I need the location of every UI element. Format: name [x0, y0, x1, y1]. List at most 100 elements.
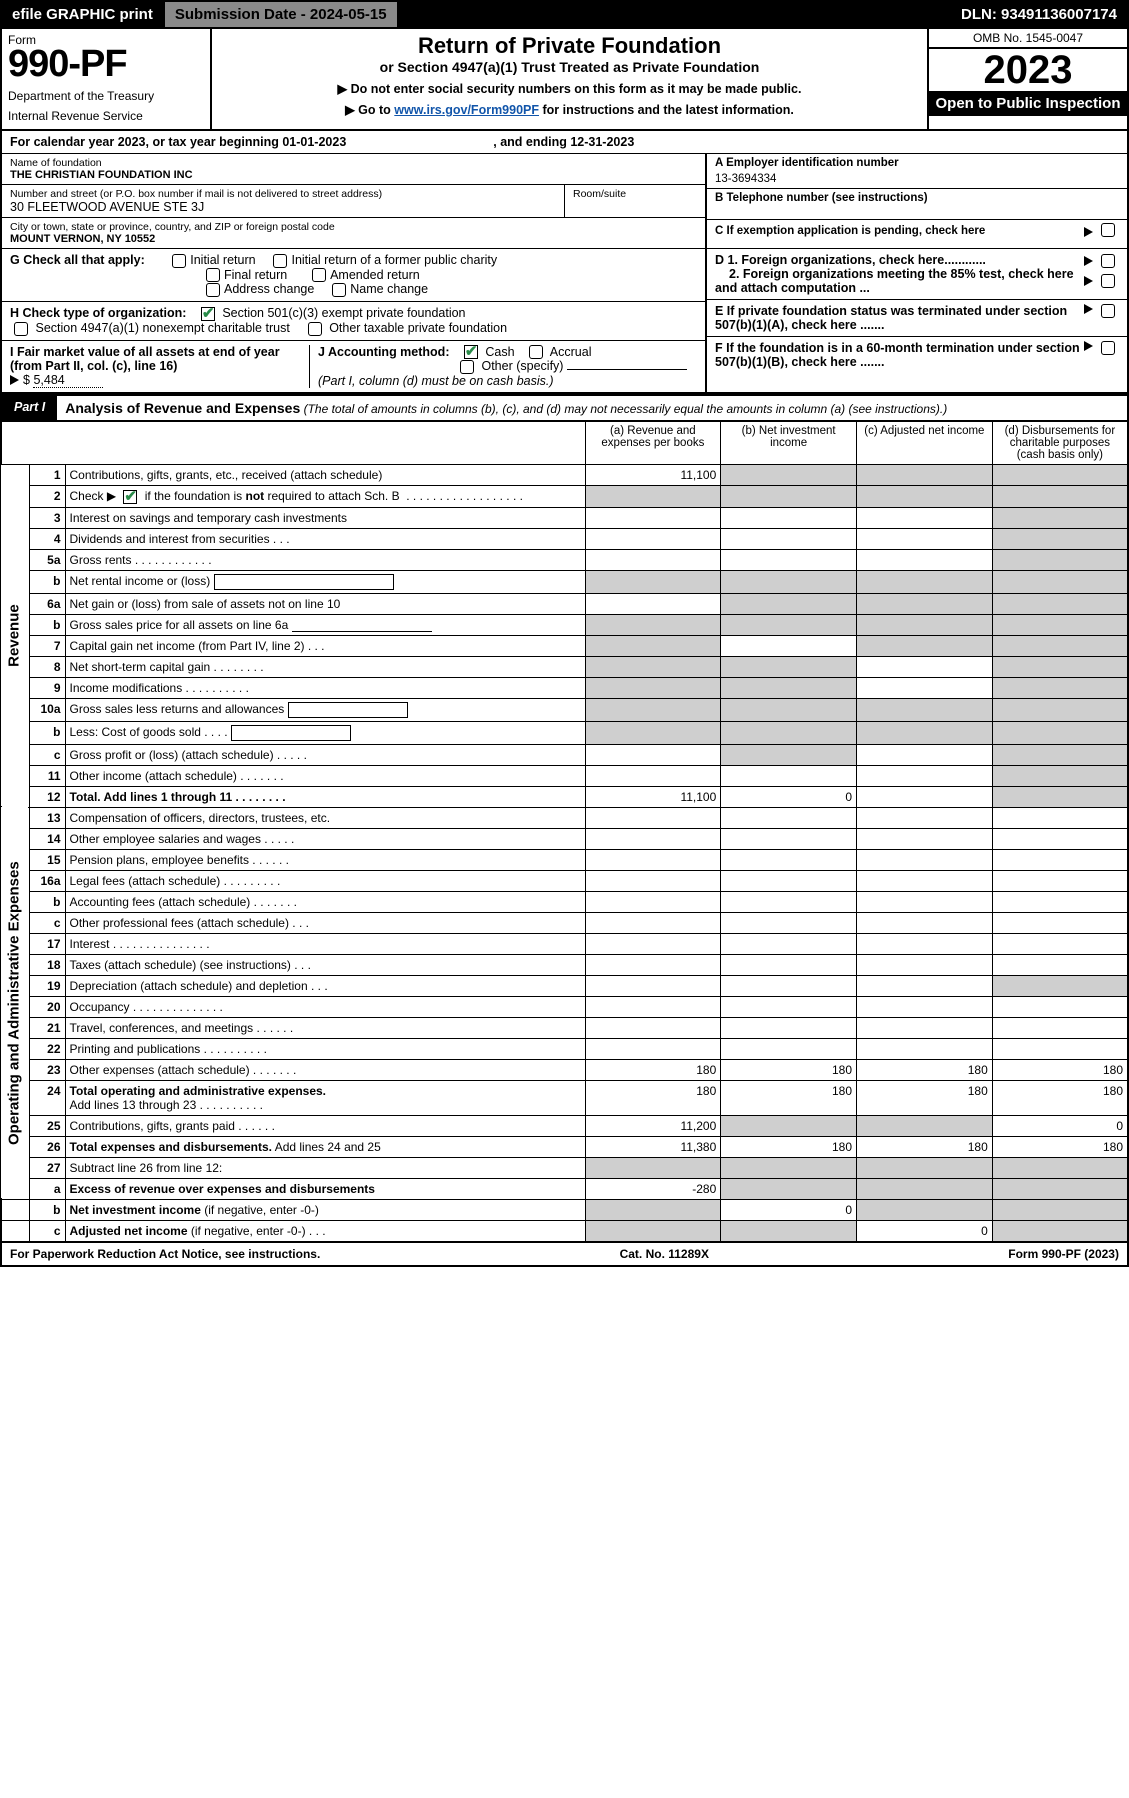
B-label: B Telephone number (see instructions) [715, 192, 1119, 204]
D1-checkbox[interactable] [1101, 254, 1115, 268]
r27c-c: 0 [857, 1220, 993, 1242]
H-opt2: Section 4947(a)(1) nonexempt charitable … [35, 321, 289, 335]
r13-n: 13 [29, 807, 65, 828]
footer-mid: Cat. No. 11289X [620, 1247, 709, 1261]
G-final[interactable] [206, 268, 220, 282]
r8-d: Net short-term capital gain . . . . . . … [65, 656, 585, 677]
G-opt-3: Amended return [330, 268, 420, 282]
G-opt-0: Initial return [190, 253, 255, 267]
H-label: H Check type of organization: [10, 306, 186, 320]
part1-title: Analysis of Revenue and Expenses (The to… [57, 396, 955, 420]
city-row: City or town, state or province, country… [2, 218, 705, 248]
analysis-table: (a) Revenue and expenses per books (b) N… [0, 420, 1129, 1243]
r25-d: 0 [992, 1115, 1128, 1136]
H-501c3-checkbox[interactable] [201, 307, 215, 321]
dept-treasury: Department of the Treasury [8, 89, 204, 103]
r16b-n: b [29, 891, 65, 912]
r12-b: 0 [721, 786, 857, 807]
r2-dots: . . . . . . . . . . . . . . . . . . [406, 489, 523, 503]
part1-tab: Part I [2, 396, 57, 420]
arrow-icon [1084, 227, 1093, 237]
H-other-checkbox[interactable] [308, 322, 322, 336]
r24-d: Total operating and administrative expen… [65, 1080, 585, 1115]
A-value: 13-3694334 [715, 173, 1119, 185]
r7-d: Capital gain net income (from Part IV, l… [65, 635, 585, 656]
ein-row: A Employer identification number 13-3694… [707, 154, 1127, 189]
r5b-d: Net rental income or (loss) [65, 570, 585, 593]
J-note: (Part I, column (d) must be on cash basi… [318, 374, 554, 388]
G-address[interactable] [206, 283, 220, 297]
D2-arrow-icon [1084, 276, 1093, 286]
E-checkbox[interactable] [1101, 304, 1115, 318]
col-b-head: (b) Net investment income [721, 421, 857, 465]
r25-d: Contributions, gifts, grants paid . . . … [65, 1115, 585, 1136]
r12-d: Total. Add lines 1 through 11 . . . . . … [65, 786, 585, 807]
efile-label: efile GRAPHIC print [2, 2, 163, 27]
J-label: J Accounting method: [318, 345, 449, 359]
foundation-name: THE CHRISTIAN FOUNDATION INC [10, 169, 697, 181]
r4-d: Dividends and interest from securities .… [65, 528, 585, 549]
r9-d: Income modifications . . . . . . . . . . [65, 677, 585, 698]
J-opt2: Accrual [550, 345, 592, 359]
header-center: Return of Private Foundation or Section … [212, 29, 927, 129]
G-initial[interactable] [172, 254, 186, 268]
header-left: Form 990-PF Department of the Treasury I… [2, 29, 212, 129]
r2-checkbox[interactable] [123, 490, 137, 504]
r16c-n: c [29, 912, 65, 933]
J-opt3: Other (specify) [481, 359, 563, 373]
r26-n: 26 [29, 1136, 65, 1157]
r14-d: Other employee salaries and wages . . . … [65, 828, 585, 849]
H-4947-checkbox[interactable] [14, 322, 28, 336]
col-d-head: (d) Disbursements for charitable purpose… [992, 421, 1128, 465]
G-opt-5: Name change [350, 282, 428, 296]
r24-a: 180 [585, 1080, 721, 1115]
C-checkbox[interactable] [1101, 223, 1115, 237]
D2-checkbox[interactable] [1101, 274, 1115, 288]
r1-d-col [992, 464, 1128, 485]
G-cell: G Check all that apply: Initial return I… [2, 249, 705, 302]
r23-c: 180 [857, 1059, 993, 1080]
r24-b: 180 [721, 1080, 857, 1115]
note-goto-pre: ▶ Go to [345, 103, 394, 117]
r5b-n: b [29, 570, 65, 593]
r20-n: 20 [29, 996, 65, 1017]
E-arrow-icon [1084, 304, 1093, 314]
footer: For Paperwork Reduction Act Notice, see … [0, 1243, 1129, 1267]
H-cell: H Check type of organization: Section 50… [2, 302, 705, 340]
F-checkbox[interactable] [1101, 341, 1115, 355]
E-cell: E If private foundation status was termi… [707, 300, 1127, 337]
I-label: I Fair market value of all assets at end… [10, 345, 280, 373]
J-other-checkbox[interactable] [460, 360, 474, 374]
r27a-a: -280 [585, 1178, 721, 1199]
r16c-d: Other professional fees (attach schedule… [65, 912, 585, 933]
r5a-n: 5a [29, 549, 65, 570]
irs-link[interactable]: www.irs.gov/Form990PF [394, 103, 539, 117]
J-cash-checkbox[interactable] [464, 345, 478, 359]
r12-a: 11,100 [585, 786, 721, 807]
r23-a: 180 [585, 1059, 721, 1080]
G-initial-former[interactable] [273, 254, 287, 268]
footer-right: Form 990-PF (2023) [1008, 1247, 1119, 1261]
r22-n: 22 [29, 1038, 65, 1059]
r10a-text: Gross sales less returns and allowances [70, 702, 285, 716]
r5b-text: Net rental income or (loss) [70, 574, 211, 588]
r27a-d: Excess of revenue over expenses and disb… [65, 1178, 585, 1199]
r23-n: 23 [29, 1059, 65, 1080]
r1-n: 1 [29, 464, 65, 485]
r11-d: Other income (attach schedule) . . . . .… [65, 765, 585, 786]
G-amended[interactable] [312, 268, 326, 282]
r20-d: Occupancy . . . . . . . . . . . . . . [65, 996, 585, 1017]
calendar-year-line: For calendar year 2023, or tax year begi… [0, 131, 1129, 154]
r3-n: 3 [29, 507, 65, 528]
r27c-d: Adjusted net income (if negative, enter … [65, 1220, 585, 1242]
G-name[interactable] [332, 283, 346, 297]
r4-n: 4 [29, 528, 65, 549]
note-ssn: ▶ Do not enter social security numbers o… [220, 81, 919, 96]
r10b-text: Less: Cost of goods sold . . . . [70, 725, 228, 739]
r1-c [857, 464, 993, 485]
r27b-n: b [29, 1199, 65, 1220]
J-accrual-checkbox[interactable] [529, 345, 543, 359]
F-cell: F If the foundation is in a 60-month ter… [707, 337, 1127, 373]
room-label: Room/suite [573, 188, 697, 200]
part1-title-b: Analysis of Revenue and Expenses [65, 400, 300, 416]
